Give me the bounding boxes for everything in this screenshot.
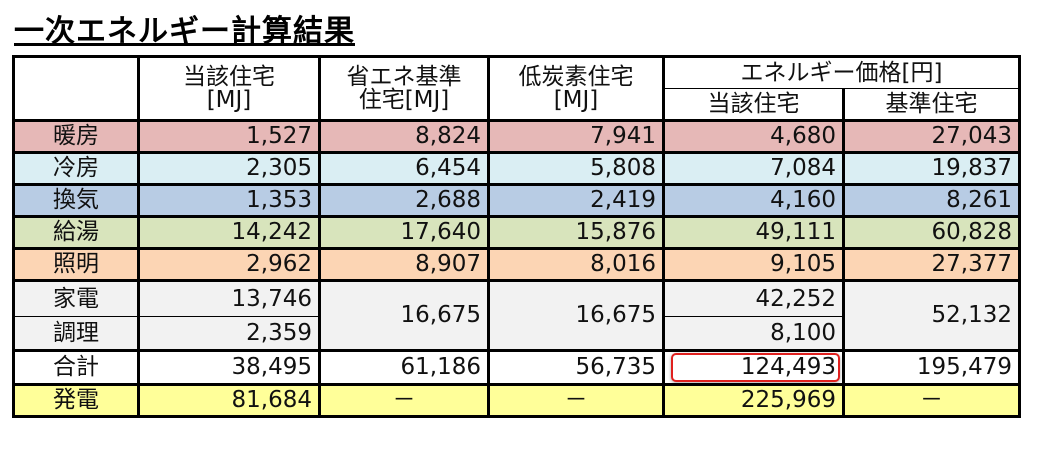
cell: 16,675 [487, 279, 665, 352]
table-row-total: 合計 38,495 61,186 56,735 124,493 195,479 [12, 349, 1022, 386]
highlight-box [671, 353, 840, 382]
cell: 7,084 [662, 151, 845, 186]
header-price-current: 当該住宅 [662, 88, 845, 122]
header-current-house: 当該住宅 [MJ] [137, 55, 321, 122]
highlighted-total-price-cell: 124,493 [662, 349, 845, 386]
table-row-ventilation: 換気 1,353 2,688 2,419 4,160 8,261 [12, 183, 1022, 218]
cell: 2,305 [137, 151, 321, 186]
page-title: 一次エネルギー計算結果 [14, 14, 355, 49]
cell: 8,261 [841, 183, 1022, 218]
cell: 225,969 [662, 383, 845, 418]
row-label: 照明 [12, 247, 140, 282]
cell: － [487, 383, 665, 418]
cell: 7,941 [487, 119, 665, 154]
cell: 52,132 [841, 279, 1022, 352]
cell: 195,479 [841, 349, 1022, 386]
cell: 5,808 [487, 151, 665, 186]
cell: 56,735 [487, 349, 665, 386]
header-line: 住宅[MJ] [358, 86, 450, 113]
header-energy-price: エネルギー価格[円] [661, 55, 1022, 89]
row-label: 発電 [12, 383, 140, 418]
table-row-appliances: 家電 13,746 16,675 16,675 42,252 52,132 [12, 279, 1022, 352]
header-line: [MJ] [206, 86, 252, 113]
table-row-cooling: 冷房 2,305 6,454 5,808 7,084 19,837 [12, 151, 1022, 186]
row-label: 暖房 [12, 119, 140, 154]
table-row-heating: 暖房 1,527 8,824 7,941 4,680 27,043 [12, 119, 1022, 154]
row-label: 合計 [12, 349, 140, 386]
cell: 38,495 [137, 349, 321, 386]
cell: 8,016 [487, 247, 665, 282]
cell: 9,105 [662, 247, 845, 282]
cell: 2,688 [318, 183, 490, 218]
cell-value: 124,493 [740, 354, 836, 380]
cell: 81,684 [137, 383, 321, 418]
cell: 14,242 [137, 215, 321, 250]
row-label: 調理 [12, 316, 140, 352]
cell: 8,824 [318, 119, 490, 154]
cell: 61,186 [318, 349, 490, 386]
row-label: 給湯 [12, 215, 140, 250]
cell: 42,252 [662, 279, 845, 317]
header-line: 当該住宅 [183, 63, 275, 90]
row-label: 家電 [12, 279, 140, 317]
cell: 49,111 [662, 215, 845, 250]
cell: 1,527 [137, 119, 321, 154]
row-label: 換気 [12, 183, 140, 218]
cell: 60,828 [841, 215, 1022, 250]
cell: － [318, 383, 490, 418]
table-row-hot-water: 給湯 14,242 17,640 15,876 49,111 60,828 [12, 215, 1022, 250]
row-label: 冷房 [12, 151, 140, 186]
table-row-generation: 発電 81,684 － － 225,969 － [12, 383, 1022, 418]
cell: 27,377 [841, 247, 1022, 282]
cell: 6,454 [318, 151, 490, 186]
cell: 17,640 [318, 215, 490, 250]
cell: 8,100 [662, 316, 845, 352]
energy-results-table: 当該住宅 [MJ] 省エネ基準 住宅[MJ] 低炭素住宅 [MJ] エネルギー価格[円… [12, 55, 1022, 418]
header-standard-house: 省エネ基準 住宅[MJ] [318, 55, 490, 122]
cell: 16,675 [318, 279, 490, 352]
cell: 2,359 [137, 316, 321, 352]
cell: 15,876 [487, 215, 665, 250]
cell: － [841, 383, 1022, 418]
header-low-carbon-house: 低炭素住宅 [MJ] [487, 55, 665, 122]
header-line: 低炭素住宅 [518, 63, 634, 90]
header-line: 省エネ基準 [346, 63, 462, 90]
cell: 1,353 [137, 183, 321, 218]
cell: 13,746 [137, 279, 321, 317]
cell: 19,837 [841, 151, 1022, 186]
header-price-standard: 基準住宅 [841, 88, 1022, 122]
cell: 4,160 [662, 183, 845, 218]
cell: 8,907 [318, 247, 490, 282]
cell: 4,680 [662, 119, 845, 154]
cell: 27,043 [841, 119, 1022, 154]
header-line: [MJ] [553, 86, 599, 113]
table-row-lighting: 照明 2,962 8,907 8,016 9,105 27,377 [12, 247, 1022, 282]
cell: 2,419 [487, 183, 665, 218]
corner-cell [12, 55, 140, 122]
cell: 2,962 [137, 247, 321, 282]
